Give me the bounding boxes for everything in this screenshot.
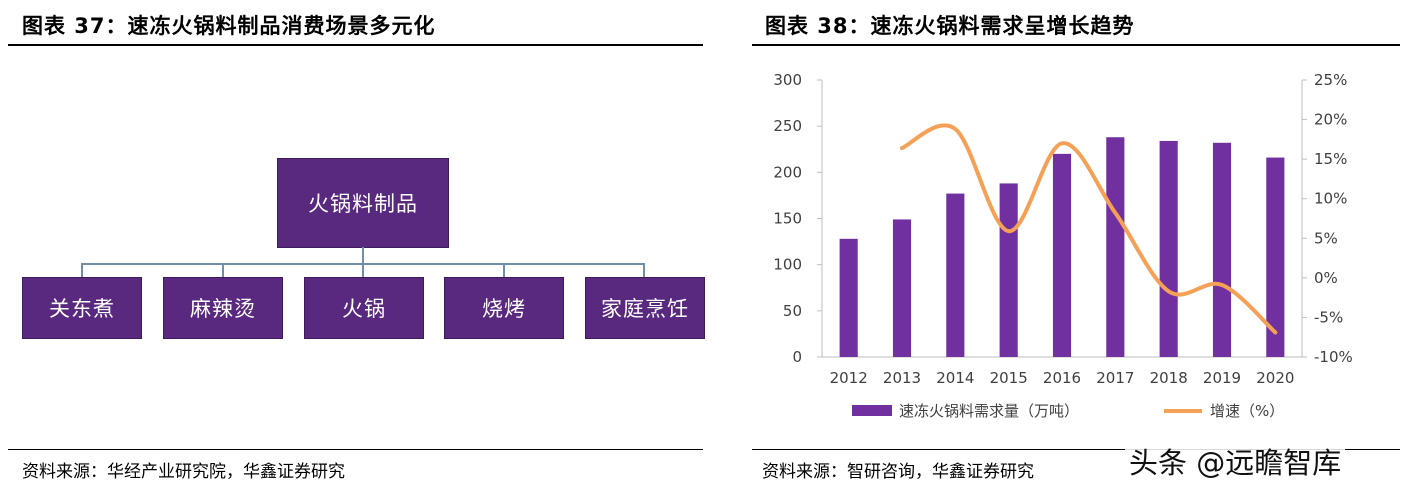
child-label: 火锅 — [342, 297, 386, 321]
growth-point — [1273, 330, 1277, 334]
child-label: 烧烤 — [482, 297, 526, 321]
child-box: 火锅 — [304, 277, 424, 339]
right-source-rule — [752, 449, 1400, 450]
left-source-rule — [8, 449, 703, 450]
growth-point — [1167, 289, 1171, 293]
left-title-rule — [8, 44, 703, 46]
left-tick-label: 250 — [773, 117, 802, 135]
right-tick-label: 15% — [1314, 150, 1347, 168]
left-panel-title: 图表 37：速冻火锅料制品消费场景多元化 — [22, 14, 436, 38]
connector-drop — [81, 263, 83, 277]
bar — [999, 183, 1018, 357]
growth-point — [1060, 141, 1064, 145]
x-tick-label: 2013 — [883, 369, 921, 387]
child-box: 关东煮 — [22, 277, 142, 339]
left-tick-label: 0 — [792, 348, 802, 366]
bar-series — [839, 137, 1285, 357]
connector-drop — [222, 263, 224, 277]
child-label: 家庭烹饪 — [601, 297, 689, 321]
left-source: 资料来源：华经产业研究院，华鑫证券研究 — [22, 462, 345, 482]
growth-point — [953, 127, 957, 131]
growth-point — [1220, 283, 1224, 287]
right-tick-label: 20% — [1314, 111, 1347, 129]
growth-line — [900, 123, 1278, 335]
x-tick-label: 2017 — [1096, 369, 1134, 387]
bar — [1266, 157, 1285, 357]
connector-drop — [362, 263, 364, 277]
legend: 速冻火锅料需求量（万吨） 增速（%） — [852, 402, 1284, 420]
legend-bar-swatch — [852, 405, 892, 416]
x-tick-label: 2018 — [1150, 369, 1188, 387]
right-tick-label: 0% — [1314, 269, 1338, 287]
bar — [1212, 142, 1232, 357]
right-axis: -10% -5% 0% 5% 10% 15% 20% 25% — [1301, 71, 1353, 366]
child-box: 家庭烹饪 — [585, 277, 705, 339]
right-tick-label: 25% — [1314, 71, 1347, 89]
left-tick-label: 100 — [773, 256, 802, 274]
bar — [839, 238, 858, 357]
left-axis: 0 50 100 150 200 250 300 — [773, 71, 823, 366]
demand-chart: 0 50 100 150 200 250 300 -10% -5% 0% 5% 10% 15% 20% 2… — [773, 71, 1353, 420]
connector-vertical — [362, 247, 364, 263]
right-title-rule — [752, 44, 1400, 46]
bar — [1052, 153, 1072, 357]
x-tick-label: 2019 — [1203, 369, 1241, 387]
x-axis: 2012 2013 2014 2015 2016 2017 2018 2019 2020 — [822, 356, 1302, 387]
right-tick-label: -10% — [1314, 348, 1353, 366]
right-tick-label: 10% — [1314, 190, 1347, 208]
watermark: 头条 @远瞻智库 — [1125, 440, 1346, 482]
bar — [1159, 140, 1178, 357]
connector-drop — [503, 263, 505, 277]
child-box: 烧烤 — [444, 277, 564, 339]
right-tick-label: 5% — [1314, 229, 1338, 247]
x-tick-label: 2016 — [1043, 369, 1081, 387]
legend-line-label: 增速（%） — [1210, 402, 1284, 420]
root-label: 火锅料制品 — [308, 192, 418, 216]
x-tick-label: 2020 — [1256, 369, 1294, 387]
x-tick-label: 2014 — [936, 369, 974, 387]
child-label: 关东煮 — [49, 297, 115, 321]
left-tick-label: 150 — [773, 210, 802, 228]
connector-drop — [643, 263, 645, 277]
left-tick-label: 50 — [783, 302, 802, 320]
child-label: 麻辣烫 — [190, 297, 256, 321]
line-series — [900, 123, 1278, 335]
left-tick-label: 200 — [773, 163, 802, 181]
x-tick-label: 2012 — [830, 369, 868, 387]
growth-point — [1007, 229, 1011, 233]
x-tick-label: 2015 — [990, 369, 1028, 387]
legend-bar-label: 速冻火锅料需求量（万吨） — [899, 402, 1079, 420]
right-source: 资料来源：智研咨询，华鑫证券研究 — [762, 462, 1034, 482]
right-panel-title: 图表 38：速冻火锅料需求呈增长趋势 — [765, 14, 1135, 38]
bar — [892, 219, 912, 357]
bar — [1106, 137, 1125, 357]
growth-point — [1113, 211, 1117, 215]
right-tick-label: -5% — [1314, 308, 1343, 326]
left-tick-label: 300 — [773, 71, 802, 89]
root-box: 火锅料制品 — [277, 158, 449, 248]
growth-point — [900, 146, 904, 150]
bar — [946, 193, 965, 357]
child-box: 麻辣烫 — [163, 277, 283, 339]
